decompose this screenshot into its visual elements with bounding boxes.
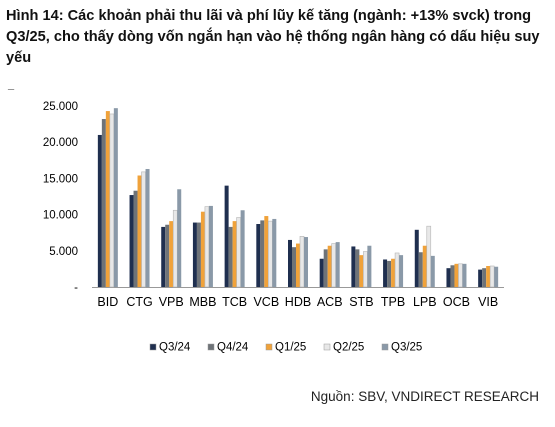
bar-Q4/24-OCB [450, 265, 455, 287]
bar-Q4/24-TCB [228, 226, 233, 287]
legend-swatch [323, 343, 331, 351]
bar-Q3/25-OCB [462, 263, 467, 287]
bar-Q3/25-LPB [430, 255, 435, 287]
bar-Q3/25-ACB [335, 242, 340, 287]
bar-Q2/25-ACB [331, 243, 336, 288]
x-tick-label: TPB [381, 295, 405, 309]
bar-Q3/24-ACB [319, 258, 324, 287]
bar-Q2/25-STB [363, 251, 368, 288]
legend-swatch [381, 343, 389, 351]
bar-Q4/24-CTG [133, 190, 138, 287]
x-tick-label: TCB [222, 295, 247, 309]
x-tick-label: OCB [443, 295, 470, 309]
bar-Q3/25-TCB [240, 210, 245, 287]
x-tick-label: VPB [159, 295, 184, 309]
bar-Q4/24-VIB [482, 268, 487, 287]
bar-Q1/25-VPB [169, 221, 174, 287]
bar-Q3/24-VCB [256, 224, 261, 287]
bar-Q2/25-TCB [236, 217, 241, 288]
y-tick-label: 25.000 [43, 101, 78, 113]
bar-Q1/25-TPB [391, 258, 396, 287]
legend-label: Q3/24 [159, 342, 191, 354]
bar-Q3/24-TPB [383, 259, 388, 287]
bar-Q1/25-VCB [264, 216, 269, 287]
y-tick-label: 20.000 [43, 137, 78, 149]
bar-Q3/24-CTG [129, 195, 134, 287]
bar-Q3/25-HDB [304, 237, 308, 287]
y-tick-label: 5.000 [49, 246, 78, 258]
x-tick-label: HDB [285, 295, 311, 309]
bar-Q2/25-HDB [299, 236, 305, 288]
x-tick-label: BID [97, 295, 118, 309]
bar-Q1/25-BID [105, 111, 110, 287]
bar-Q3/24-MBB [192, 222, 197, 287]
x-tick-label: LPB [413, 295, 437, 309]
bar-Q2/25-MBB [204, 206, 210, 288]
x-tick-label: ACB [317, 295, 343, 309]
bar-Q4/24-STB [355, 249, 360, 287]
legend-label: Q4/24 [217, 342, 249, 354]
bar-Q3/25-STB [367, 245, 372, 287]
legend-label: Q3/25 [391, 342, 422, 354]
x-tick-label: MBB [189, 295, 216, 309]
bar-Q2/25-CTG [141, 171, 146, 288]
bar-Q1/25-LPB [422, 245, 427, 287]
bar-Q3/24-BID [97, 134, 102, 287]
bar-Q2/25-OCB [458, 263, 463, 288]
bar-Q3/25-BID [113, 108, 118, 287]
bar-Q4/24-ACB [323, 249, 328, 287]
legend-swatch [265, 343, 273, 351]
y-tick-label: - [74, 282, 78, 294]
source-note: Nguồn: SBV, VNDIRECT RESEARCH [310, 389, 539, 404]
bar-Q1/25-CTG [137, 175, 142, 287]
bar-Q3/25-TPB [399, 255, 404, 287]
bar-Q2/25-BID [109, 113, 115, 288]
bar-Q3/24-LPB [414, 229, 419, 287]
bar-Q3/24-VIB [478, 269, 483, 287]
x-tick-label: CTG [126, 295, 152, 309]
bar-Q4/24-VCB [260, 220, 265, 287]
bar-Q2/25-TPB [394, 252, 400, 288]
bar-Q3/25-VCB [272, 218, 277, 287]
legend-label: Q2/25 [333, 342, 364, 354]
legend-swatch [207, 343, 215, 351]
bar-Q2/25-LPB [426, 225, 432, 288]
bar-Q3/24-HDB [288, 239, 292, 287]
bar-Q1/25-ACB [327, 245, 332, 287]
bar-Q1/25-STB [359, 255, 364, 287]
title-dash: _ [8, 79, 15, 91]
bar-Q3/25-CTG [145, 168, 150, 287]
y-tick-label: 10.000 [43, 210, 78, 222]
bar-Q1/25-MBB [200, 211, 205, 287]
bar-Q4/24-TPB [387, 260, 392, 287]
chart-title: Hình 14: Các khoản phải thu lãi và phí l… [6, 8, 540, 66]
x-tick-label: VIB [478, 295, 498, 309]
y-tick-label: 15.000 [43, 173, 78, 185]
bar-Q3/25-VPB [177, 189, 182, 287]
bar-Q3/25-MBB [208, 205, 213, 287]
bar-Q4/24-VPB [165, 224, 170, 287]
bar-Q4/24-BID [101, 119, 106, 287]
bar-Q3/24-OCB [446, 268, 451, 287]
bar-Q2/25-VPB [172, 209, 178, 288]
bar-Q4/24-LPB [418, 252, 423, 287]
bar-Q3/24-VPB [161, 226, 166, 287]
bar-Q4/24-MBB [196, 222, 201, 287]
bar-Q2/25-VIB [489, 265, 495, 288]
bar-Q4/24-HDB [292, 247, 296, 287]
bar-Q1/25-TCB [232, 221, 237, 287]
bar-Q1/25-HDB [296, 243, 300, 287]
bar-Q3/24-STB [351, 246, 356, 287]
bar-Q3/25-VIB [494, 266, 499, 287]
bar-Q1/25-OCB [454, 263, 459, 287]
bar-Q1/25-VIB [486, 266, 491, 287]
legend-label: Q1/25 [275, 342, 306, 354]
legend-swatch [149, 343, 157, 351]
x-tick-label: STB [349, 295, 373, 309]
x-tick-label: VCB [253, 295, 279, 309]
bar-Q3/24-TCB [224, 185, 229, 287]
bar-Q2/25-VCB [268, 220, 273, 288]
